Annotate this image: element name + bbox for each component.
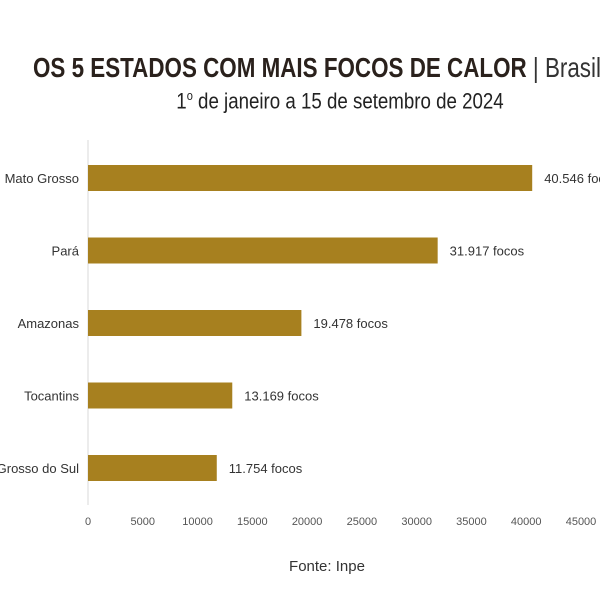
x-tick-label-4: 20000 <box>292 516 323 528</box>
data-label-3: 13.169 focos <box>244 389 319 404</box>
bar-0 <box>88 165 533 191</box>
chart-subtitle: 1o de janeiro a 15 de setembro de 2024 <box>51 88 600 114</box>
bar-2 <box>88 310 302 336</box>
x-tick-label-6: 30000 <box>401 516 432 528</box>
x-tick-label-5: 25000 <box>347 516 378 528</box>
data-label-0: 40.546 focos <box>544 171 600 186</box>
chart-title-main: OS 5 ESTADOS COM MAIS FOCOS DE CALOR <box>33 52 527 83</box>
x-tick-label-3: 15000 <box>237 516 268 528</box>
category-label-3: Tocantins <box>24 389 79 404</box>
data-label-4: 11.754 focos <box>229 461 303 476</box>
title-separator: | <box>532 52 539 83</box>
x-tick-label-7: 35000 <box>456 516 487 528</box>
x-tick-label-1: 5000 <box>131 516 155 528</box>
bar-1 <box>88 237 438 264</box>
chart-title: OS 5 ESTADOS COM MAIS FOCOS DE CALOR | B… <box>33 52 600 84</box>
category-label-0: Mato Grosso <box>5 171 79 186</box>
subtitle-ordinal: o <box>186 88 193 103</box>
x-tick-label-0: 0 <box>85 516 91 528</box>
data-label-2: 19.478 focos <box>313 316 388 331</box>
x-tick-label-9: 45000 <box>566 516 597 528</box>
title-country: Brasil <box>544 52 600 83</box>
category-label-2: Amazonas <box>18 316 80 331</box>
data-label-1: 31.917 focos <box>450 244 525 259</box>
source-note: Fonte: Inpe <box>289 558 365 575</box>
subtitle-text: de janeiro a 15 de setembro de 2024 <box>198 88 504 114</box>
bar-4 <box>88 455 217 481</box>
x-tick-label-8: 40000 <box>511 516 542 528</box>
x-tick-label-2: 10000 <box>182 516 213 528</box>
subtitle-day: 1 <box>176 88 187 114</box>
category-label-4: Mato Grosso do Sul <box>0 461 79 476</box>
category-label-1: Pará <box>52 244 80 259</box>
bar-3 <box>88 382 233 409</box>
